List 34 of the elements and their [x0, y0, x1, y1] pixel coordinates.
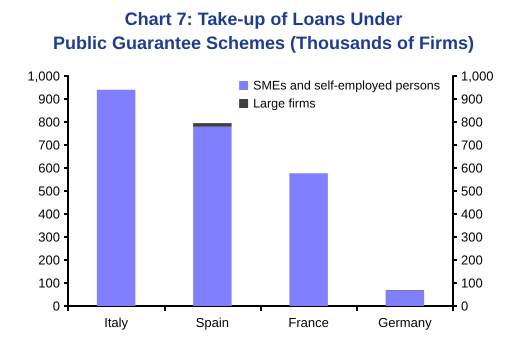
y2-tick-label: 1,000 [461, 68, 494, 84]
y-tick-label: 300 [38, 230, 60, 244]
y2-tick-label: 100 [461, 276, 483, 290]
bar [193, 126, 232, 306]
y2-tick-label: 300 [461, 230, 483, 244]
x-tick-label: Spain [196, 315, 229, 330]
bar [96, 90, 136, 306]
y-tick-label: 100 [38, 276, 60, 290]
y-tick-label: 1,000 [27, 68, 60, 84]
y-tick-label: 0 [52, 298, 60, 314]
x-tick-label: Germany [378, 315, 432, 330]
chart-title: Chart 7: Take-up of Loans Under Public Guarantee Schemes (Thousands of Firms) [52, 9, 474, 53]
y2-tick-label: 700 [461, 138, 483, 152]
bar [386, 290, 424, 306]
x-tick-label: Italy [104, 315, 129, 330]
y2-tick-label: 800 [461, 114, 483, 130]
y2-tick-label: 0 [461, 298, 468, 314]
y-tick-label: 600 [38, 160, 60, 176]
y2-tick-label: 400 [461, 206, 483, 222]
y2-tick-label: 600 [461, 160, 483, 176]
y2-tick-label: 900 [461, 92, 483, 106]
legend-label: Large firms [253, 96, 316, 110]
y2-tick-label: 200 [461, 252, 483, 268]
bar [193, 123, 232, 127]
y2-tick-label: 500 [461, 184, 483, 198]
y-tick-label: 200 [38, 252, 60, 268]
y-tick-label: 400 [38, 206, 60, 222]
bar [289, 173, 328, 306]
x-tick-label: France [288, 315, 329, 330]
y-tick-label: 900 [38, 92, 60, 106]
y-tick-label: 500 [38, 184, 60, 198]
legend-label: SMEs and self-employed persons [253, 78, 440, 92]
y-tick-label: 800 [38, 114, 60, 130]
y-tick-label: 700 [38, 138, 60, 152]
